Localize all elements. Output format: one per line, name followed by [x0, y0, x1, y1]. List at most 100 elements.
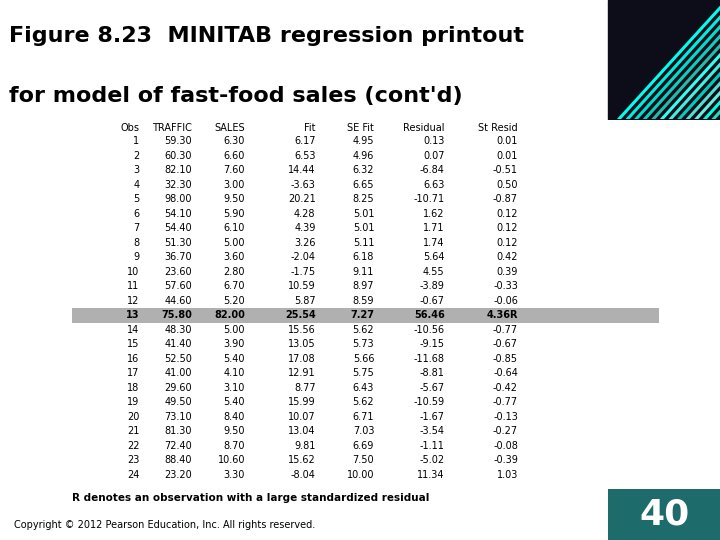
- Text: Copyright © 2012 Pearson Education, Inc. All rights reserved.: Copyright © 2012 Pearson Education, Inc.…: [14, 520, 315, 530]
- Text: 5.01: 5.01: [353, 224, 374, 233]
- Text: 6.65: 6.65: [353, 180, 374, 190]
- Text: 13.05: 13.05: [288, 339, 315, 349]
- Text: 1.62: 1.62: [423, 209, 445, 219]
- Text: 4.55: 4.55: [423, 267, 445, 277]
- Text: 54.10: 54.10: [165, 209, 192, 219]
- Text: Obs: Obs: [120, 123, 140, 133]
- Text: 5.00: 5.00: [224, 238, 245, 248]
- Text: St Resid: St Resid: [478, 123, 518, 133]
- Text: 6.32: 6.32: [353, 165, 374, 176]
- Text: -0.39: -0.39: [493, 455, 518, 465]
- Text: 51.30: 51.30: [165, 238, 192, 248]
- Text: -3.63: -3.63: [291, 180, 315, 190]
- Text: 3.30: 3.30: [224, 470, 245, 480]
- Text: -0.85: -0.85: [493, 354, 518, 364]
- Text: -8.04: -8.04: [291, 470, 315, 480]
- Text: 5.62: 5.62: [353, 397, 374, 407]
- Text: 88.40: 88.40: [165, 455, 192, 465]
- Text: -0.67: -0.67: [493, 339, 518, 349]
- Text: 13: 13: [126, 310, 140, 320]
- Text: 0.07: 0.07: [423, 151, 445, 161]
- Text: 5.20: 5.20: [223, 296, 245, 306]
- Text: 9.11: 9.11: [353, 267, 374, 277]
- Text: 5.62: 5.62: [353, 325, 374, 335]
- Text: 5.40: 5.40: [224, 354, 245, 364]
- Text: 3.90: 3.90: [224, 339, 245, 349]
- Text: 1.03: 1.03: [497, 470, 518, 480]
- Text: 82.10: 82.10: [165, 165, 192, 176]
- Text: 0.39: 0.39: [497, 267, 518, 277]
- Text: 8.97: 8.97: [353, 281, 374, 292]
- Text: 6.17: 6.17: [294, 136, 315, 146]
- Text: 17.08: 17.08: [288, 354, 315, 364]
- Text: -1.75: -1.75: [290, 267, 315, 277]
- Text: -0.33: -0.33: [493, 281, 518, 292]
- Text: -0.06: -0.06: [493, 296, 518, 306]
- Text: 3.26: 3.26: [294, 238, 315, 248]
- Text: 0.13: 0.13: [423, 136, 445, 146]
- Text: 5.40: 5.40: [224, 397, 245, 407]
- Text: -0.64: -0.64: [493, 368, 518, 379]
- Text: 0.12: 0.12: [497, 238, 518, 248]
- Text: 5.66: 5.66: [353, 354, 374, 364]
- Text: 9.50: 9.50: [224, 194, 245, 204]
- Text: 0.50: 0.50: [497, 180, 518, 190]
- Text: 98.00: 98.00: [165, 194, 192, 204]
- Text: 40: 40: [639, 497, 689, 531]
- Text: -1.67: -1.67: [420, 412, 445, 422]
- Text: 6.60: 6.60: [224, 151, 245, 161]
- Text: Figure 8.23  MINITAB regression printout: Figure 8.23 MINITAB regression printout: [9, 26, 523, 46]
- Text: -0.67: -0.67: [420, 296, 445, 306]
- Text: -3.54: -3.54: [420, 427, 445, 436]
- Text: 19: 19: [127, 397, 140, 407]
- Text: 41.40: 41.40: [165, 339, 192, 349]
- Text: 5.87: 5.87: [294, 296, 315, 306]
- Text: 3.10: 3.10: [224, 383, 245, 393]
- Text: 9.50: 9.50: [224, 427, 245, 436]
- Text: -0.13: -0.13: [493, 412, 518, 422]
- Text: 5.01: 5.01: [353, 209, 374, 219]
- Text: -1.11: -1.11: [420, 441, 445, 451]
- Text: 9: 9: [133, 252, 140, 262]
- Text: -10.59: -10.59: [413, 397, 445, 407]
- Text: 13.04: 13.04: [288, 427, 315, 436]
- Text: -11.68: -11.68: [413, 354, 445, 364]
- Text: 8.77: 8.77: [294, 383, 315, 393]
- Text: 7.60: 7.60: [224, 165, 245, 176]
- Text: -0.08: -0.08: [493, 441, 518, 451]
- Text: 1.71: 1.71: [423, 224, 445, 233]
- Text: 23.60: 23.60: [165, 267, 192, 277]
- Text: 72.40: 72.40: [165, 441, 192, 451]
- Text: for model of fast-food sales (cont'd): for model of fast-food sales (cont'd): [9, 85, 462, 105]
- Text: 21: 21: [127, 427, 140, 436]
- Text: 6.43: 6.43: [353, 383, 374, 393]
- Text: -2.04: -2.04: [291, 252, 315, 262]
- Text: 4.28: 4.28: [294, 209, 315, 219]
- Text: 4.96: 4.96: [353, 151, 374, 161]
- Text: 0.12: 0.12: [497, 209, 518, 219]
- Text: 54.40: 54.40: [165, 224, 192, 233]
- Text: 18: 18: [127, 383, 140, 393]
- Text: 17: 17: [127, 368, 140, 379]
- Text: 7.50: 7.50: [353, 455, 374, 465]
- Text: -0.27: -0.27: [493, 427, 518, 436]
- Text: 4: 4: [133, 180, 140, 190]
- Text: 7.27: 7.27: [350, 310, 374, 320]
- FancyBboxPatch shape: [66, 308, 665, 323]
- Text: 59.30: 59.30: [165, 136, 192, 146]
- Text: 23.20: 23.20: [165, 470, 192, 480]
- Text: 5.90: 5.90: [224, 209, 245, 219]
- Text: 7.03: 7.03: [353, 427, 374, 436]
- Text: 1.74: 1.74: [423, 238, 445, 248]
- Text: 41.00: 41.00: [165, 368, 192, 379]
- Text: 15: 15: [127, 339, 140, 349]
- Text: 48.30: 48.30: [165, 325, 192, 335]
- Text: 6.30: 6.30: [224, 136, 245, 146]
- Text: 12: 12: [127, 296, 140, 306]
- Text: 29.60: 29.60: [165, 383, 192, 393]
- Text: 5.75: 5.75: [353, 368, 374, 379]
- Text: 6: 6: [133, 209, 140, 219]
- Text: 15.62: 15.62: [288, 455, 315, 465]
- Text: -6.84: -6.84: [420, 165, 445, 176]
- Text: 6.69: 6.69: [353, 441, 374, 451]
